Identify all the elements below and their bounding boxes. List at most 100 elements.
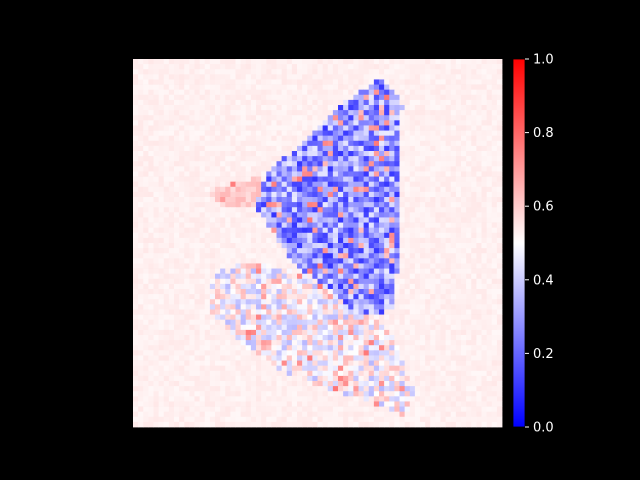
- heatmap-cell: [368, 283, 375, 290]
- heatmap-cell: [184, 294, 190, 300]
- heatmap-cell: [455, 84, 462, 91]
- heatmap-cell: [384, 345, 390, 351]
- heatmap-cell: [363, 381, 370, 387]
- heatmap-cell: [307, 401, 313, 407]
- heatmap-cell: [235, 176, 242, 183]
- heatmap-cell: [455, 94, 462, 101]
- heatmap-cell: [425, 197, 431, 203]
- heatmap-cell: [302, 309, 308, 315]
- heatmap-cell: [209, 151, 216, 157]
- heatmap-cell: [373, 396, 380, 402]
- heatmap-cell: [455, 278, 462, 285]
- heatmap-cell: [414, 79, 421, 85]
- heatmap-cell: [404, 232, 411, 239]
- heatmap-cell: [343, 350, 349, 356]
- heatmap-cell: [189, 212, 195, 218]
- heatmap-cell: [245, 243, 252, 249]
- heatmap-cell: [471, 258, 477, 264]
- heatmap-cell: [363, 370, 370, 377]
- heatmap-cell: [430, 258, 436, 264]
- heatmap-cell: [281, 161, 288, 167]
- heatmap-cell: [322, 299, 329, 305]
- heatmap-cell: [353, 360, 359, 367]
- heatmap-cell: [153, 396, 160, 402]
- heatmap-cell: [389, 273, 395, 280]
- heatmap-cell: [399, 375, 406, 382]
- heatmap-cell: [414, 355, 421, 361]
- heatmap-cell: [163, 396, 170, 402]
- heatmap-cell: [194, 396, 201, 402]
- heatmap-cell: [291, 304, 298, 310]
- heatmap-cell: [368, 64, 375, 70]
- heatmap-cell: [476, 273, 482, 280]
- heatmap-cell: [343, 94, 349, 101]
- heatmap-cell: [409, 335, 416, 341]
- heatmap-cell: [317, 125, 324, 131]
- heatmap-cell: [209, 299, 216, 305]
- heatmap-cell: [368, 74, 375, 80]
- heatmap-cell: [133, 278, 139, 285]
- heatmap-cell: [327, 176, 334, 183]
- heatmap-cell: [204, 232, 211, 239]
- heatmap-cell: [343, 115, 349, 121]
- heatmap-cell: [471, 79, 477, 85]
- heatmap-cell: [440, 309, 447, 315]
- heatmap-cell: [276, 314, 283, 321]
- heatmap-cell: [384, 375, 390, 382]
- heatmap-cell: [261, 273, 267, 280]
- heatmap-cell: [348, 381, 354, 387]
- heatmap-cell: [332, 120, 339, 126]
- heatmap-cell: [476, 74, 482, 80]
- heatmap-cell: [317, 370, 324, 377]
- heatmap-cell: [307, 69, 313, 75]
- heatmap-cell: [425, 314, 431, 321]
- heatmap-cell: [148, 263, 154, 269]
- heatmap-cell: [425, 243, 431, 249]
- heatmap-cell: [476, 396, 482, 402]
- heatmap-cell: [153, 335, 160, 341]
- heatmap-cell: [404, 406, 411, 413]
- heatmap-cell: [286, 197, 293, 203]
- heatmap-cell: [276, 161, 283, 167]
- heatmap-cell: [261, 243, 267, 249]
- heatmap-cell: [199, 345, 206, 351]
- heatmap-cell: [312, 74, 318, 80]
- heatmap-cell: [133, 350, 139, 356]
- heatmap-cell: [256, 115, 262, 121]
- heatmap-cell: [163, 268, 170, 275]
- heatmap-cell: [445, 94, 452, 101]
- heatmap-cell: [168, 263, 175, 269]
- heatmap-cell: [266, 161, 272, 167]
- heatmap-cell: [138, 391, 144, 397]
- heatmap-cell: [225, 99, 231, 106]
- heatmap-cell: [425, 401, 431, 407]
- heatmap-cell: [261, 171, 267, 177]
- heatmap-cell: [322, 253, 329, 259]
- heatmap-cell: [235, 350, 242, 356]
- heatmap-cell: [168, 232, 175, 239]
- heatmap-cell: [184, 304, 190, 310]
- heatmap-cell: [245, 232, 252, 239]
- heatmap-cell: [425, 202, 431, 208]
- heatmap-cell: [271, 258, 277, 264]
- heatmap-cell: [184, 345, 190, 351]
- heatmap-cell: [389, 186, 395, 193]
- heatmap-cell: [486, 156, 493, 162]
- heatmap-cell: [245, 258, 252, 264]
- heatmap-cell: [476, 304, 482, 310]
- heatmap-cell: [363, 115, 370, 121]
- heatmap-cell: [491, 258, 498, 264]
- heatmap-cell: [394, 370, 400, 377]
- heatmap-cell: [230, 253, 236, 259]
- heatmap-cell: [199, 324, 206, 331]
- heatmap-cell: [286, 145, 293, 152]
- heatmap-cell: [379, 237, 385, 244]
- heatmap-cell: [291, 391, 298, 397]
- heatmap-cell: [343, 232, 349, 239]
- heatmap-cell: [220, 360, 226, 367]
- heatmap-cell: [291, 253, 298, 259]
- heatmap-cell: [394, 294, 400, 300]
- heatmap-cell: [358, 115, 365, 121]
- heatmap-cell: [297, 140, 303, 147]
- heatmap-cell: [394, 375, 400, 382]
